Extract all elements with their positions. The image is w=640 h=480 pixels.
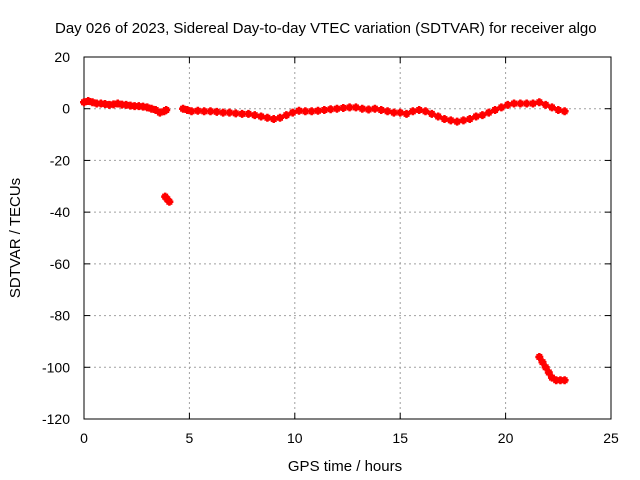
y-axis-label: SDTVAR / TECUs <box>7 178 24 298</box>
data-point <box>529 99 538 108</box>
axis-ticks: 20 0 -20 -40 -60 -80 -100 -120 0 5 10 15 20 25 <box>42 49 619 446</box>
data-point <box>503 100 512 109</box>
data-point <box>560 376 569 385</box>
y-tick-label: -20 <box>50 152 70 168</box>
data-point <box>415 106 424 115</box>
x-axis-label: GPS time / hours <box>288 458 402 475</box>
data-point <box>377 106 386 115</box>
data-point <box>541 363 550 372</box>
data-point <box>396 108 405 117</box>
data-point <box>497 103 506 112</box>
data-point <box>288 108 297 117</box>
data-point <box>434 112 443 121</box>
data-point <box>491 106 500 115</box>
y-tick-label: -40 <box>50 204 70 220</box>
x-tick-label: 10 <box>287 430 303 446</box>
data-point <box>276 113 285 122</box>
data-point <box>446 116 455 125</box>
x-tick-label: 0 <box>80 430 88 446</box>
data-point <box>484 108 493 117</box>
data-point <box>427 109 436 118</box>
y-tick-label: -120 <box>42 411 70 427</box>
data-point <box>421 107 430 116</box>
data-point <box>244 109 253 118</box>
x-tick-label: 15 <box>392 430 408 446</box>
data-point <box>459 116 468 125</box>
data-point <box>472 112 481 121</box>
x-tick-label: 20 <box>498 430 514 446</box>
data-point <box>383 107 392 116</box>
data-point <box>535 352 544 361</box>
data-point <box>402 109 411 118</box>
data-point <box>408 107 417 116</box>
x-tick-label: 5 <box>186 430 194 446</box>
data-point <box>535 98 544 107</box>
data-point <box>453 117 462 126</box>
data-point <box>465 115 474 124</box>
data-point <box>162 106 171 115</box>
y-tick-label: -60 <box>50 256 70 272</box>
data-point <box>351 103 360 112</box>
data-point <box>165 197 174 206</box>
data-series <box>80 96 569 385</box>
data-point <box>478 111 487 120</box>
chart-title: Day 026 of 2023, Sidereal Day-to-day VTE… <box>55 20 597 37</box>
data-point <box>541 100 550 109</box>
data-point <box>554 106 563 115</box>
data-point <box>282 111 291 120</box>
plot-frame <box>83 56 612 420</box>
data-point <box>544 368 553 377</box>
data-point <box>547 103 556 112</box>
data-point <box>257 112 266 121</box>
data-point <box>560 107 569 116</box>
y-tick-label: 20 <box>54 49 70 65</box>
data-point <box>263 113 272 122</box>
data-point <box>538 358 547 367</box>
data-point <box>269 115 278 124</box>
data-point <box>370 104 379 113</box>
y-tick-label: -80 <box>50 308 70 324</box>
y-tick-label: -100 <box>42 359 70 375</box>
x-tick-label: 25 <box>603 430 619 446</box>
data-point <box>250 111 259 120</box>
grid-lines <box>84 57 611 419</box>
data-point <box>440 115 449 124</box>
y-tick-label: 0 <box>62 101 70 117</box>
